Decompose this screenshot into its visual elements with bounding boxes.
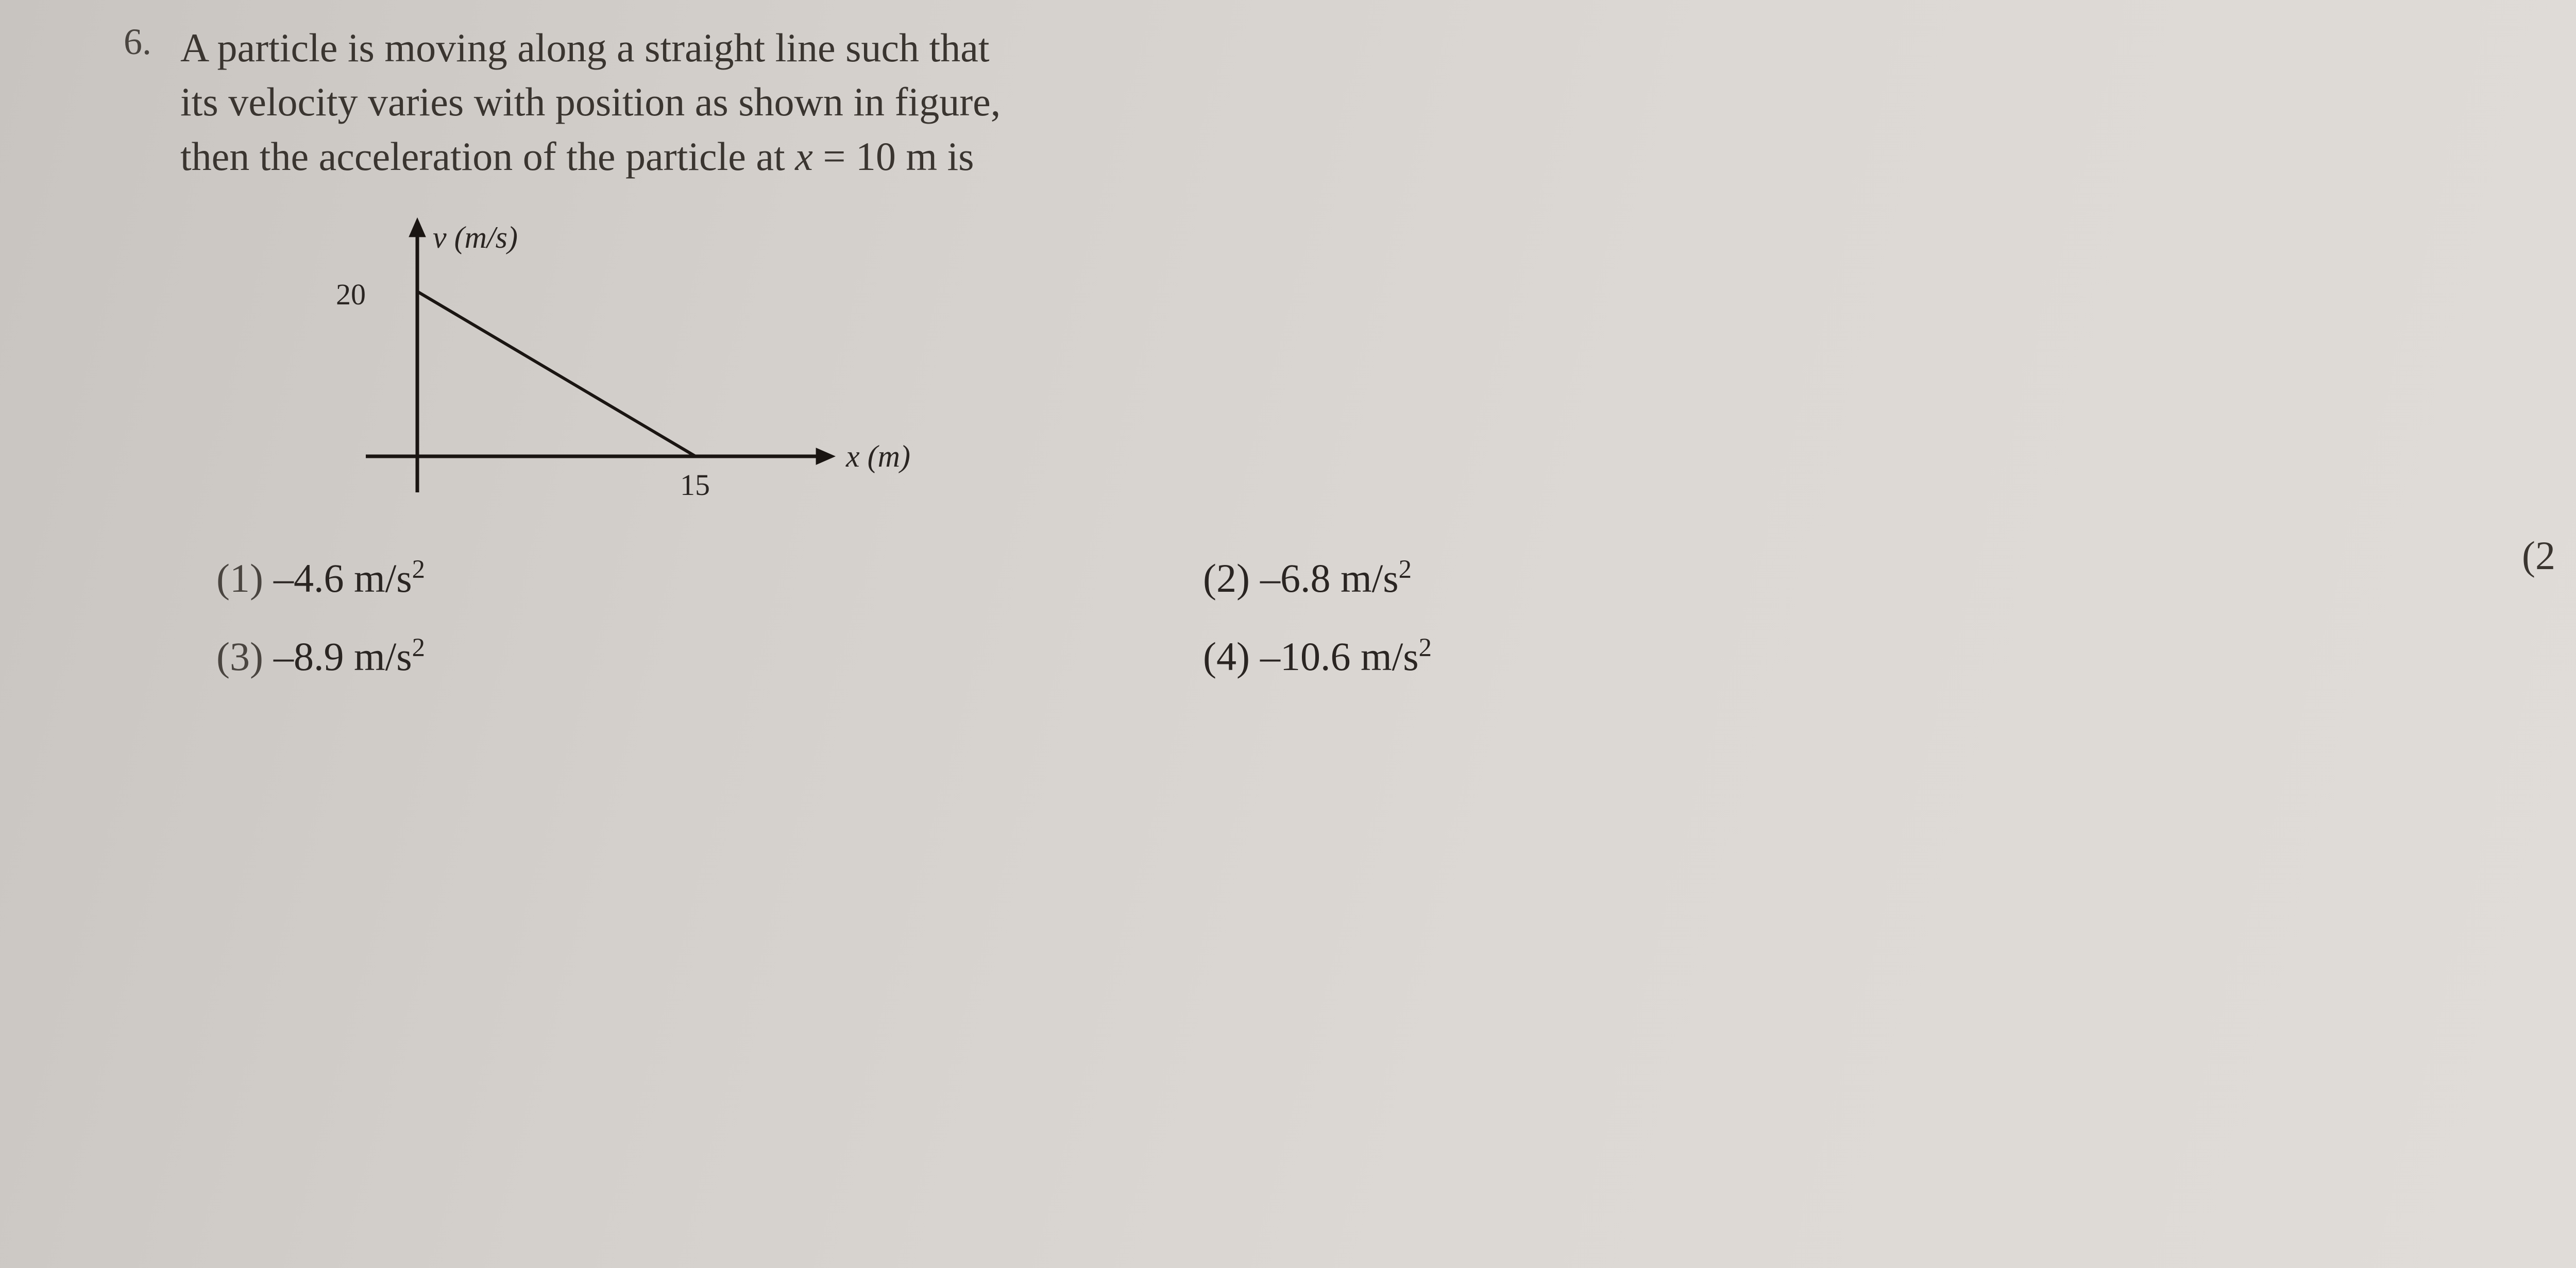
option-3-unit: m/s bbox=[354, 634, 412, 679]
option-1-num: –4.6 bbox=[274, 556, 344, 601]
question-var-x: x bbox=[795, 134, 813, 179]
option-4-sup: 2 bbox=[1419, 633, 1432, 662]
option-3-sup: 2 bbox=[412, 633, 425, 662]
x-axis-arrow-icon bbox=[816, 448, 836, 465]
option-1: (1) –4.6 m/s2 bbox=[216, 554, 1100, 602]
option-4-num: –10.6 bbox=[1260, 634, 1351, 679]
option-2-value: –6.8 m/s2 bbox=[1260, 554, 1412, 602]
question-line3-part1: then the acceleration of the particle at bbox=[180, 134, 795, 179]
option-4-value: –10.6 m/s2 bbox=[1260, 632, 1432, 680]
option-2-label: (2) bbox=[1203, 555, 1250, 602]
option-1-unit: m/s bbox=[354, 556, 412, 601]
question-text: A particle is moving along a straight li… bbox=[180, 21, 1001, 183]
page-wrapper: 6. A particle is moving along a straight… bbox=[41, 21, 2535, 680]
option-3-num: –8.9 bbox=[274, 634, 344, 679]
option-2-sup: 2 bbox=[1399, 555, 1412, 584]
option-4-label: (4) bbox=[1203, 633, 1250, 680]
question-header: 6. A particle is moving along a straight… bbox=[124, 21, 2535, 183]
question-line3-part2: = 10 m is bbox=[813, 134, 974, 179]
y-axis-label: v (m/s) bbox=[433, 220, 518, 254]
velocity-position-chart: v (m/s) x (m) 20 15 bbox=[325, 209, 2535, 539]
options-grid: (1) –4.6 m/s2 (2) –6.8 m/s2 (3) –8.9 m/s… bbox=[216, 554, 2087, 680]
option-4: (4) –10.6 m/s2 bbox=[1203, 632, 2087, 680]
option-2: (2) –6.8 m/s2 bbox=[1203, 554, 2087, 602]
option-4-unit: m/s bbox=[1361, 634, 1419, 679]
option-3-label: (3) bbox=[216, 633, 263, 680]
y-tick-label: 20 bbox=[336, 278, 366, 311]
option-3: (3) –8.9 m/s2 bbox=[216, 632, 1100, 680]
option-1-sup: 2 bbox=[412, 555, 425, 584]
y-axis-arrow-icon bbox=[409, 217, 426, 237]
option-3-value: –8.9 m/s2 bbox=[274, 632, 425, 680]
option-2-num: –6.8 bbox=[1260, 556, 1331, 601]
question-line2: its velocity varies with position as sho… bbox=[180, 79, 1001, 124]
x-tick-label: 15 bbox=[680, 468, 710, 502]
question-number: 6. bbox=[124, 21, 160, 63]
option-1-label: (1) bbox=[216, 555, 263, 602]
option-1-value: –4.6 m/s2 bbox=[274, 554, 425, 602]
x-axis-label: x (m) bbox=[845, 439, 910, 473]
question-line1: A particle is moving along a straight li… bbox=[180, 25, 990, 70]
chart-svg: v (m/s) x (m) 20 15 bbox=[325, 209, 994, 539]
chart-data-line bbox=[417, 292, 696, 456]
option-2-unit: m/s bbox=[1341, 556, 1399, 601]
right-edge-marker: (2 bbox=[2522, 533, 2555, 579]
